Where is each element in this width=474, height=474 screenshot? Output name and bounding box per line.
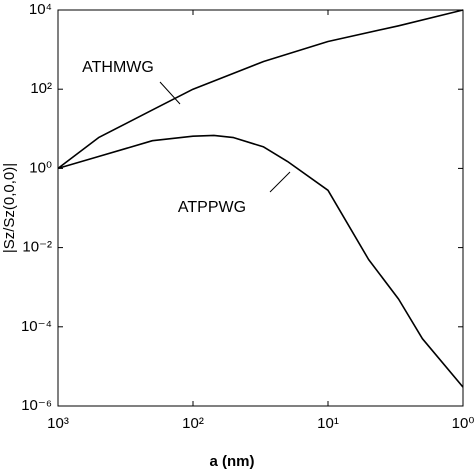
- x-tick-label: 10³: [47, 415, 69, 432]
- y-tick-label: 10⁻⁴: [21, 318, 52, 335]
- series-label: ATHMWG: [82, 59, 154, 76]
- y-axis-label: |Sz/Sz(0,0,0)|: [1, 163, 18, 253]
- y-tick-label: 10⁻²: [22, 239, 52, 256]
- y-tick-label: 10²: [30, 80, 52, 97]
- plot-frame: [57, 9, 464, 407]
- y-tick-label: 10⁴: [29, 1, 52, 18]
- y-tick-label: 10⁻⁶: [21, 397, 52, 414]
- x-tick-label: 10⁰: [452, 415, 474, 432]
- x-axis-label: a (nm): [210, 453, 255, 470]
- annotation-leader: [269, 171, 291, 193]
- y-tick-label: 10⁰: [29, 159, 52, 176]
- series-label: ATPPWG: [178, 199, 246, 216]
- series-line: [57, 134, 464, 388]
- x-tick-label: 10²: [182, 415, 204, 432]
- x-tick-label: 10¹: [317, 415, 339, 432]
- annotation-leader: [159, 81, 181, 105]
- series-line: [57, 9, 464, 170]
